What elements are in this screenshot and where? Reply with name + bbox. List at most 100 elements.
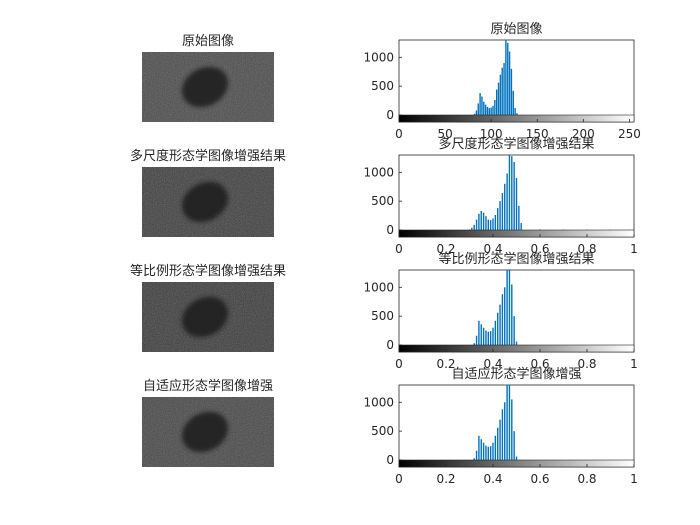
histogram-bar <box>511 156 513 230</box>
histogram-bar <box>482 442 485 460</box>
chart-title: 等比例形态学图像增强结果 <box>438 251 594 267</box>
axes-box <box>398 39 635 123</box>
x-tick-label: 0 <box>395 127 403 141</box>
histogram-bar <box>488 108 491 115</box>
x-tick-label: 0.4 <box>483 357 502 371</box>
y-tick-label: 0 <box>386 338 394 352</box>
x-tick-label: 0.2 <box>436 357 455 371</box>
histogram-bar <box>508 155 511 230</box>
histogram-bar <box>494 215 497 230</box>
histogram-bar <box>508 385 511 460</box>
histogram-bar <box>489 331 492 345</box>
histogram-bar <box>508 51 511 115</box>
histogram-bar <box>501 67 503 115</box>
x-tick-label: 1 <box>630 357 638 371</box>
histogram-bar <box>486 106 489 115</box>
histogram-bar <box>492 327 494 345</box>
image-title: 等比例形态学图像增强结果 <box>130 263 286 279</box>
histogram-bar <box>482 327 485 345</box>
image-panel: 多尺度形态学图像增强结果 <box>130 148 286 237</box>
histogram-bar <box>508 270 511 345</box>
x-tick-label: 0.6 <box>530 242 549 256</box>
image-blob <box>182 411 228 453</box>
histogram-bar <box>494 100 496 115</box>
x-tick-label: 0.4 <box>483 242 502 256</box>
histogram-bar <box>473 343 475 345</box>
histogram-bar <box>478 435 480 460</box>
y-tick-label: 1000 <box>363 395 394 409</box>
histogram-bar <box>480 210 482 230</box>
histogram-bar <box>506 385 508 460</box>
histogram-bar <box>506 173 508 230</box>
x-tick-label: 0 <box>395 472 403 486</box>
histogram-bar <box>478 320 480 345</box>
histogram-bar <box>492 105 494 115</box>
x-tick-label: 0.6 <box>530 357 549 371</box>
histogram-bar <box>504 402 506 460</box>
image-blob <box>182 66 228 108</box>
histogram-bar <box>494 435 497 460</box>
x-tick-label: 250 <box>618 127 641 141</box>
image-title: 多尺度形态学图像增强结果 <box>130 148 286 164</box>
x-tick-label: 0.6 <box>530 472 549 486</box>
y-tick-label: 500 <box>371 424 394 438</box>
histogram-bar <box>497 208 499 230</box>
histogram-bar <box>489 220 492 230</box>
histogram-bar <box>520 223 522 230</box>
y-tick-label: 500 <box>371 309 394 323</box>
histogram-chart: 等比例形态学图像增强结果 0 500 1000 0 0.2 0.4 0.6 0.8 1 <box>363 251 637 371</box>
histogram-bar <box>490 107 492 115</box>
chart-title: 自适应形态学图像增强 <box>451 366 581 382</box>
histogram-bar <box>482 212 485 230</box>
histogram-bar <box>497 427 499 460</box>
x-tick-label: 0.2 <box>436 242 455 256</box>
chart-title: 原始图像 <box>490 22 542 37</box>
x-tick-label: 0 <box>395 242 403 256</box>
image-blob <box>182 181 228 223</box>
axes-box <box>398 269 635 353</box>
histogram-bar <box>485 216 487 230</box>
image-panel: 原始图像 <box>142 34 274 122</box>
y-tick-label: 0 <box>386 108 394 122</box>
histogram-bar <box>485 330 487 345</box>
grayscale-colorbar <box>398 114 635 123</box>
y-tick-label: 500 <box>371 194 394 208</box>
histogram-bar <box>475 219 478 230</box>
x-tick-label: 1 <box>630 242 638 256</box>
histogram-bar <box>492 218 494 230</box>
histogram-bar <box>487 331 489 345</box>
histogram-bar <box>514 108 516 115</box>
chart-title: 多尺度形态学图像增强结果 <box>438 136 594 152</box>
grayscale-colorbar <box>398 459 635 468</box>
histogram-bar <box>504 287 506 345</box>
histogram-bar <box>475 335 478 345</box>
histogram-bar <box>484 104 487 115</box>
histogram-bar <box>503 63 505 115</box>
x-tick-label: 50 <box>437 127 452 141</box>
histogram-bar <box>499 74 502 115</box>
y-tick-label: 0 <box>386 223 394 237</box>
histogram-bar <box>492 442 494 460</box>
image-title: 自适应形态学图像增强 <box>143 378 273 394</box>
histogram-bar <box>513 431 515 460</box>
histogram-bar <box>480 439 482 460</box>
histogram-bar <box>475 450 478 460</box>
histogram-bar <box>489 446 492 460</box>
histogram-bar <box>497 312 499 345</box>
histogram-bar <box>518 205 520 230</box>
image-panel: 等比例形态学图像增强结果 <box>130 263 286 352</box>
y-tick-label: 500 <box>371 79 394 93</box>
histogram-bar <box>479 93 481 115</box>
x-tick-label: 0.8 <box>577 472 596 486</box>
x-tick-label: 200 <box>572 127 595 141</box>
histogram-bar <box>501 294 504 345</box>
histogram-bar <box>504 183 506 230</box>
image-blob <box>182 296 228 338</box>
histogram-bar <box>516 113 518 115</box>
histogram-bar <box>499 304 501 345</box>
histogram-bar <box>515 341 518 345</box>
histogram-bar <box>510 68 513 115</box>
